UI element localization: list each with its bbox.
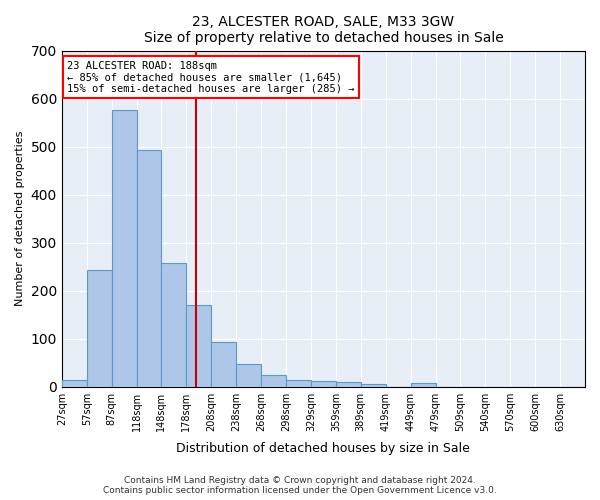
Bar [286, 380, 311, 386]
Bar [410, 384, 436, 386]
Text: Contains HM Land Registry data © Crown copyright and database right 2024.
Contai: Contains HM Land Registry data © Crown c… [103, 476, 497, 495]
Bar [336, 382, 361, 386]
Bar [112, 110, 137, 386]
Text: 23 ALCESTER ROAD: 188sqm
← 85% of detached houses are smaller (1,645)
15% of sem: 23 ALCESTER ROAD: 188sqm ← 85% of detach… [67, 60, 355, 94]
Bar [311, 382, 336, 386]
Bar [137, 150, 161, 386]
Title: 23, ALCESTER ROAD, SALE, M33 3GW
Size of property relative to detached houses in: 23, ALCESTER ROAD, SALE, M33 3GW Size of… [143, 15, 503, 45]
Bar [261, 375, 286, 386]
Bar [236, 364, 261, 386]
Bar [187, 305, 211, 386]
Bar [62, 380, 87, 386]
Bar [87, 270, 112, 386]
X-axis label: Distribution of detached houses by size in Sale: Distribution of detached houses by size … [176, 442, 470, 455]
Bar [161, 263, 187, 386]
Bar [361, 384, 386, 386]
Bar [211, 342, 236, 386]
Y-axis label: Number of detached properties: Number of detached properties [15, 131, 25, 306]
